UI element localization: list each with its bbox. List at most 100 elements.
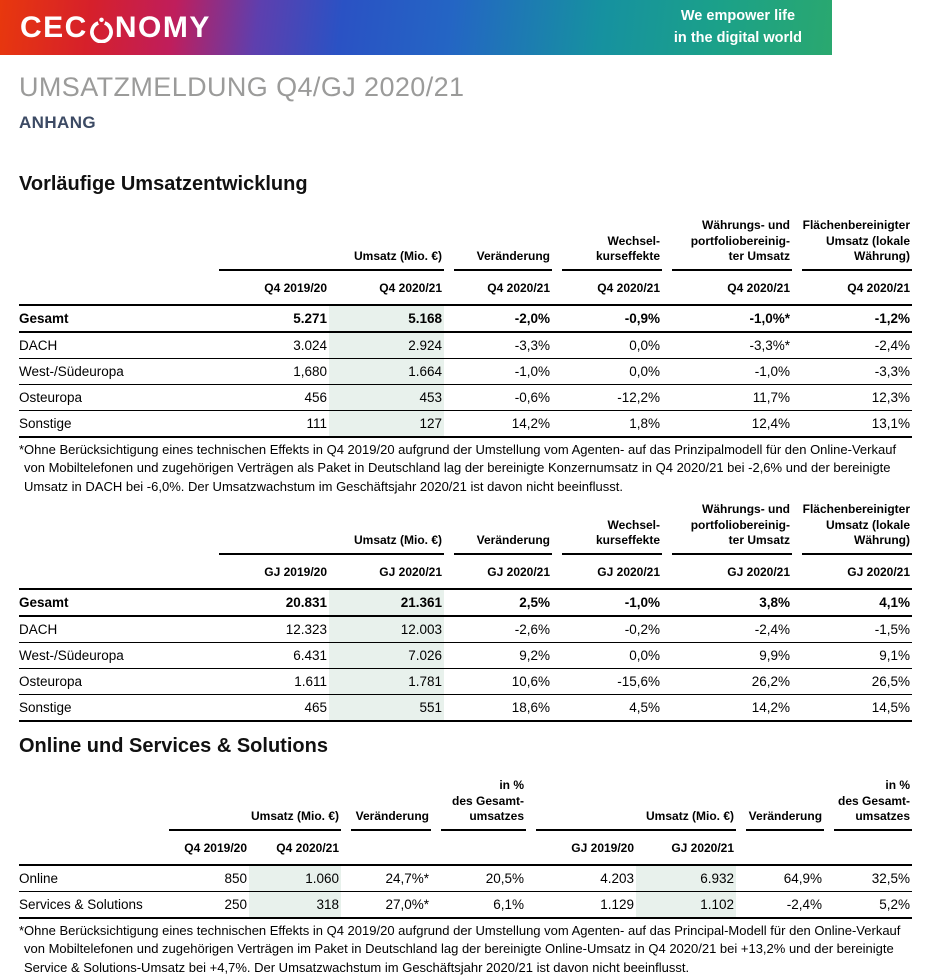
table-row-dach: DACH 3.024 2.924 -3,3% 0,0% -3,3%* -2,4% — [19, 331, 913, 359]
col-group-wechselkurseffekte: Wechsel- kurseffekte — [552, 218, 663, 271]
cell: -3,3% — [792, 358, 913, 385]
empty-corner-cell — [19, 830, 159, 866]
col-group-veraenderung: Veränderung — [444, 218, 553, 271]
cell-highlighted: 12.003 — [329, 615, 445, 643]
col-group-veraenderung: Veränderung — [444, 502, 553, 555]
col-group-label: Wechsel- kurseffekte — [562, 234, 663, 271]
period-header: GJ 2019/20 — [209, 554, 329, 590]
cell: -12,2% — [552, 384, 663, 411]
cell: -3,3% — [444, 331, 553, 359]
table-row-online: Online 850 1.060 24,7%* 20,5% 4.203 6.93… — [19, 864, 913, 892]
cell: -1,0% — [444, 358, 553, 385]
row-label: Sonstige — [19, 410, 209, 438]
col-group-umsatz: Umsatz (Mio. €) — [209, 502, 445, 555]
cell: 111 — [209, 410, 329, 438]
row-label: Osteuropa — [19, 384, 209, 411]
row-label: Online — [19, 864, 159, 892]
cell: 5,2% — [824, 891, 913, 919]
cell: 14,5% — [792, 694, 913, 722]
ceconomy-logo: CEC NOMY — [20, 10, 211, 44]
col-group-flaechenbereinigt: Flächenbereinigter Umsatz (lokale Währun… — [792, 502, 913, 555]
section-heading-online-services: Online und Services & Solutions — [19, 734, 328, 757]
cell: 1,8% — [552, 410, 663, 438]
period-header: Q4 2019/20 — [159, 830, 249, 866]
cell-highlighted: 5.168 — [329, 304, 445, 333]
cell: -0,9% — [552, 304, 663, 333]
group-header-row: Umsatz (Mio. €) Veränderung Wechsel- kur… — [19, 218, 913, 271]
col-group-label: Veränderung — [454, 249, 553, 271]
col-group-label: Wechsel- kurseffekte — [562, 518, 663, 555]
period-header: Q4 2020/21 — [444, 270, 553, 306]
cell: 18,6% — [444, 694, 553, 722]
logo-text-prefix: CEC — [20, 10, 88, 44]
cell-highlighted: 6.932 — [636, 864, 737, 892]
cell: -1,5% — [792, 615, 913, 643]
cell: 1,680 — [209, 358, 329, 385]
cell: -1,2% — [792, 304, 913, 333]
cell: 1.611 — [209, 668, 329, 695]
period-header: Q4 2019/20 — [209, 270, 329, 306]
cell: 11,7% — [662, 384, 793, 411]
table-row-osteuropa: Osteuropa 456 453 -0,6% -12,2% 11,7% 12,… — [19, 384, 913, 411]
period-header: Q4 2020/21 — [662, 270, 793, 306]
row-label: Services & Solutions — [19, 891, 159, 919]
row-label: DACH — [19, 331, 209, 359]
footnote-online: *Ohne Berücksichtigung eines technischen… — [19, 922, 901, 975]
table-row-sonstige: Sonstige 111 127 14,2% 1,8% 12,4% 13,1% — [19, 410, 913, 438]
empty-corner-cell — [19, 502, 209, 555]
section-heading-umsatzentwicklung: Vorläufige Umsatzentwicklung — [19, 173, 308, 195]
logo-text-suffix: NOMY — [114, 10, 211, 44]
cell: 3,8% — [662, 588, 793, 617]
empty-corner-cell — [19, 778, 159, 831]
col-group-label: Flächenbereinigter Umsatz (lokale Währun… — [802, 502, 913, 555]
cell: 12.323 — [209, 615, 329, 643]
cell: 9,1% — [792, 642, 913, 669]
period-header-row: GJ 2019/20 GJ 2020/21 GJ 2020/21 GJ 2020… — [19, 554, 913, 590]
cell: 27,0%* — [341, 891, 432, 919]
cell: 24,7%* — [341, 864, 432, 892]
brand-tagline: We empower life in the digital world — [674, 6, 802, 50]
cell: 12,4% — [662, 410, 793, 438]
cell: 10,6% — [444, 668, 553, 695]
col-group-label: Währungs- und portfoliobereinig- ter Ums… — [672, 502, 793, 555]
tagline-line1: We empower life — [680, 7, 796, 24]
table-row-gesamt: Gesamt 5.271 5.168 -2,0% -0,9% -1,0%* -1… — [19, 304, 913, 333]
page-subtitle: ANHANG — [19, 113, 97, 132]
col-group-label: in % des Gesamt- umsatzes — [441, 778, 527, 831]
period-header: Q4 2020/21 — [552, 270, 663, 306]
cell: 4,1% — [792, 588, 913, 617]
cell: 5.271 — [209, 304, 329, 333]
cell-highlighted: 7.026 — [329, 642, 445, 669]
row-label: West-/Südeuropa — [19, 358, 209, 385]
period-header-empty — [431, 830, 527, 866]
table-row-westsuedeuropa: West-/Südeuropa 1,680 1.664 -1,0% 0,0% -… — [19, 358, 913, 385]
col-group-label: Umsatz (Mio. €) — [169, 809, 342, 831]
cell-highlighted: 318 — [249, 891, 342, 919]
col-group-wechselkurseffekte: Wechsel- kurseffekte — [552, 502, 663, 555]
col-group-waehrungsbereinigt: Währungs- und portfoliobereinig- ter Ums… — [662, 218, 793, 271]
cell-highlighted: 453 — [329, 384, 445, 411]
cell: -2,4% — [792, 331, 913, 359]
cell: -2,0% — [444, 304, 553, 333]
period-header: Q4 2020/21 — [329, 270, 445, 306]
cell: 1.129 — [526, 891, 637, 919]
cell: -2,4% — [736, 891, 825, 919]
period-header: GJ 2020/21 — [552, 554, 663, 590]
col-group-umsatz-gj: Umsatz (Mio. €) — [526, 778, 737, 831]
cell: 6.431 — [209, 642, 329, 669]
col-group-waehrungsbereinigt: Währungs- und portfoliobereinig- ter Ums… — [662, 502, 793, 555]
table-row-services-solutions: Services & Solutions 250 318 27,0%* 6,1%… — [19, 891, 913, 919]
col-group-umsatz-q4: Umsatz (Mio. €) — [159, 778, 342, 831]
cell-highlighted: 21.361 — [329, 588, 445, 617]
cell: -2,4% — [662, 615, 793, 643]
footnote-q4: *Ohne Berücksichtigung eines technischen… — [19, 441, 897, 494]
cell: 6,1% — [431, 891, 527, 919]
cell-highlighted: 2.924 — [329, 331, 445, 359]
cell: 850 — [159, 864, 249, 892]
power-button-o-icon — [89, 17, 113, 43]
period-header: GJ 2020/21 — [636, 830, 737, 866]
cell: 9,9% — [662, 642, 793, 669]
col-group-label: Veränderung — [454, 533, 553, 555]
cell: 2,5% — [444, 588, 553, 617]
